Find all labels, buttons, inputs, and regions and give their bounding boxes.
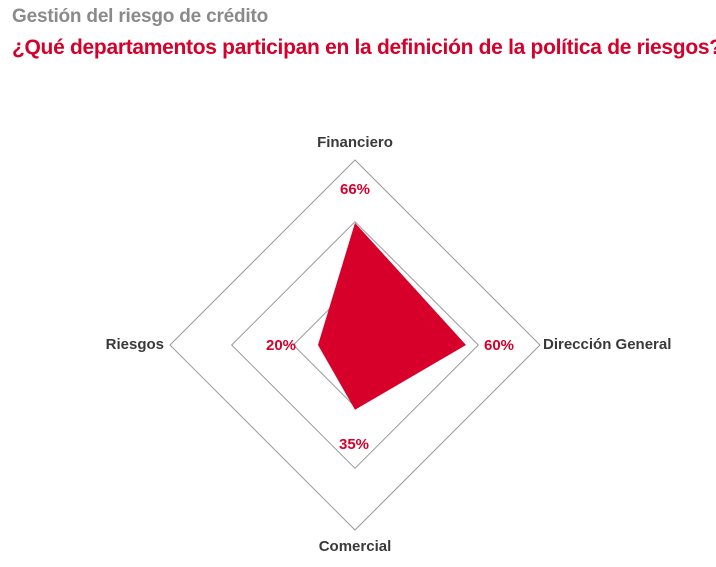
value-label-comercial: 35% — [339, 436, 369, 453]
radar-grid-ring — [169, 159, 541, 531]
axis-label-riesgos: Riesgos — [106, 336, 164, 353]
value-label-financiero: 66% — [340, 181, 370, 198]
axis-label-comercial: Comercial — [319, 538, 392, 555]
value-label-direccion-general: 60% — [484, 337, 514, 354]
chart-title: ¿Qué departamentos participan en la defi… — [12, 36, 716, 59]
chart-kicker: Gestión del riesgo de crédito — [12, 6, 269, 27]
axis-label-direccion-general: Dirección General — [543, 336, 671, 353]
value-label-riesgos: 20% — [266, 337, 296, 354]
radar-data-area — [318, 222, 466, 410]
axis-label-financiero: Financiero — [317, 134, 393, 151]
radar-grid-ring — [230, 220, 480, 470]
